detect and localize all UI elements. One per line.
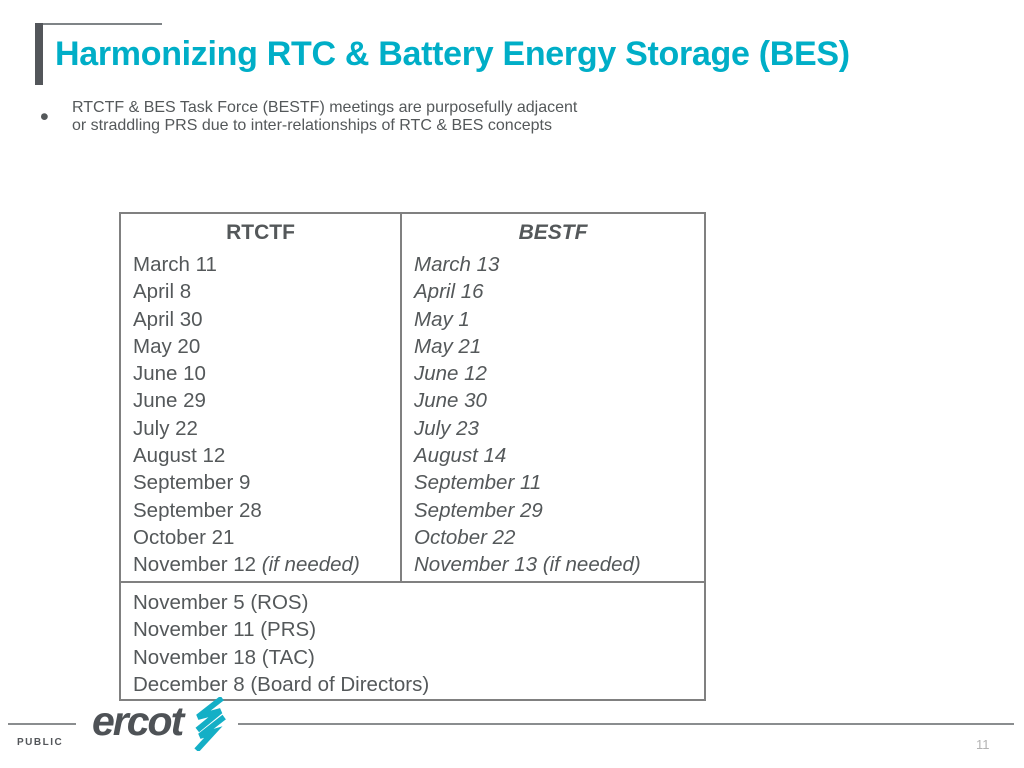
ercot-bolt-icon — [187, 695, 231, 756]
bullet-item: • RTCTF & BES Task Force (BESTF) meeting… — [40, 99, 990, 136]
rtctf-column: RTCTF March 11 April 8 April 30 May 20 June … — [121, 214, 402, 581]
table-row: April 16 — [414, 280, 484, 304]
table-row: July 22 — [133, 416, 198, 440]
table-row: April 8 — [133, 280, 192, 304]
table-row: May 1 — [414, 307, 470, 331]
table-row: December 8 (Board of Directors) — [133, 672, 430, 696]
table-row: March 13 — [414, 253, 500, 276]
table-row: August 14 — [414, 444, 507, 468]
title-top-rule — [35, 23, 162, 25]
table-main-section: RTCTF March 11 April 8 April 30 May 20 June … — [121, 214, 704, 581]
meeting-schedule-table: RTCTF March 11 April 8 April 30 May 20 June … — [119, 212, 706, 701]
table-row: September 9 — [133, 471, 251, 495]
table-row: August 12 — [133, 444, 226, 468]
table-row: May 20 — [133, 334, 201, 358]
bestf-column: BESTF March 13 April 16 May 1 May 21 June 12… — [402, 214, 704, 581]
table-row: June 29 — [133, 389, 206, 413]
table-row: March 11 — [133, 253, 217, 276]
table-row: May 21 — [414, 334, 482, 358]
table-row: November 11 (PRS) — [133, 618, 317, 642]
table-row: September 28 — [133, 498, 262, 522]
bestf-date-list: March 13 April 16 May 1 May 21 June 12 June 3… — [402, 251, 704, 579]
bestf-column-header: BESTF — [518, 221, 588, 244]
table-row: November 13 (if needed) — [414, 553, 641, 577]
table-row: June 30 — [414, 389, 487, 413]
table-row: October 21 — [133, 525, 235, 549]
table-row: September 29 — [414, 498, 543, 522]
classification-label: PUBLIC — [17, 737, 64, 748]
ercot-logo: ercot — [92, 698, 184, 744]
joint-meeting-list: November 5 (ROS) November 11 (PRS) Novembe… — [121, 589, 704, 698]
page-number: 11 — [976, 737, 990, 752]
footer-rule-right — [238, 723, 1014, 725]
rtctf-column-header: RTCTF — [226, 221, 295, 244]
title-accent-bar — [35, 23, 43, 85]
table-row: June 12 — [414, 362, 487, 386]
bullet-marker: • — [40, 103, 49, 131]
table-row: July 23 — [414, 416, 479, 440]
bullet-text-line: RTCTF & BES Task Force (BESTF) meetings … — [72, 99, 578, 116]
bullet-text-line: or straddling PRS due to inter-relations… — [72, 117, 552, 134]
table-row: November 5 (ROS) — [133, 591, 309, 614]
slide-title: Harmonizing RTC & Battery Energy Storage… — [55, 35, 850, 73]
table-row: September 11 — [414, 471, 542, 495]
table-row: November 18 (TAC) — [133, 645, 315, 669]
table-row: October 22 — [414, 525, 516, 549]
table-row: June 10 — [133, 362, 206, 386]
table-row: November 12 (if needed) — [133, 553, 360, 577]
table-row: April 30 — [133, 307, 203, 331]
footer-rule-left — [8, 723, 76, 725]
joint-meeting-section: November 5 (ROS) November 11 (PRS) Novembe… — [121, 581, 704, 696]
rtctf-date-list: March 11 April 8 April 30 May 20 June 10 June… — [121, 251, 400, 579]
bullet-text: RTCTF & BES Task Force (BESTF) meetings … — [72, 99, 577, 136]
